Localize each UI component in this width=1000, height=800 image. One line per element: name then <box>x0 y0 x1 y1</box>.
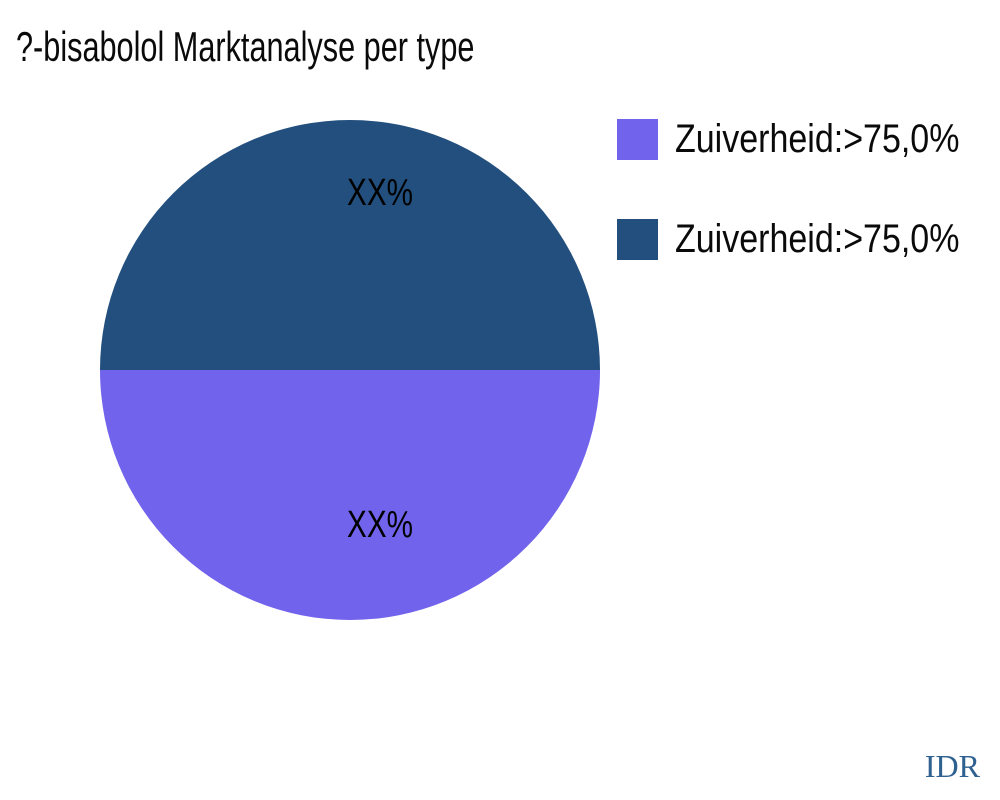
legend-swatch-icon <box>617 118 658 160</box>
watermark-idr: IDR <box>924 748 980 784</box>
chart-title: ?-bisabolol Marktanalyse per type <box>16 23 475 70</box>
legend-label: Zuiverheid:>75,0% <box>675 217 960 261</box>
slice-value-label-bottom: XX% <box>347 504 413 546</box>
pie-slice-bottom <box>100 370 600 620</box>
legend-entry: Zuiverheid:>75,0% <box>617 217 1000 261</box>
legend: Zuiverheid:>75,0% Zuiverheid:>75,0% <box>617 117 1000 318</box>
legend-swatch-navy <box>617 218 658 260</box>
pie-slice-top <box>100 120 600 370</box>
slice-value-label-top: XX% <box>347 172 413 214</box>
legend-label: Zuiverheid:>75,0% <box>675 117 960 161</box>
legend-swatch-icon <box>617 218 658 260</box>
legend-swatch-purple <box>617 118 658 160</box>
legend-entry: Zuiverheid:>75,0% <box>617 117 1000 161</box>
